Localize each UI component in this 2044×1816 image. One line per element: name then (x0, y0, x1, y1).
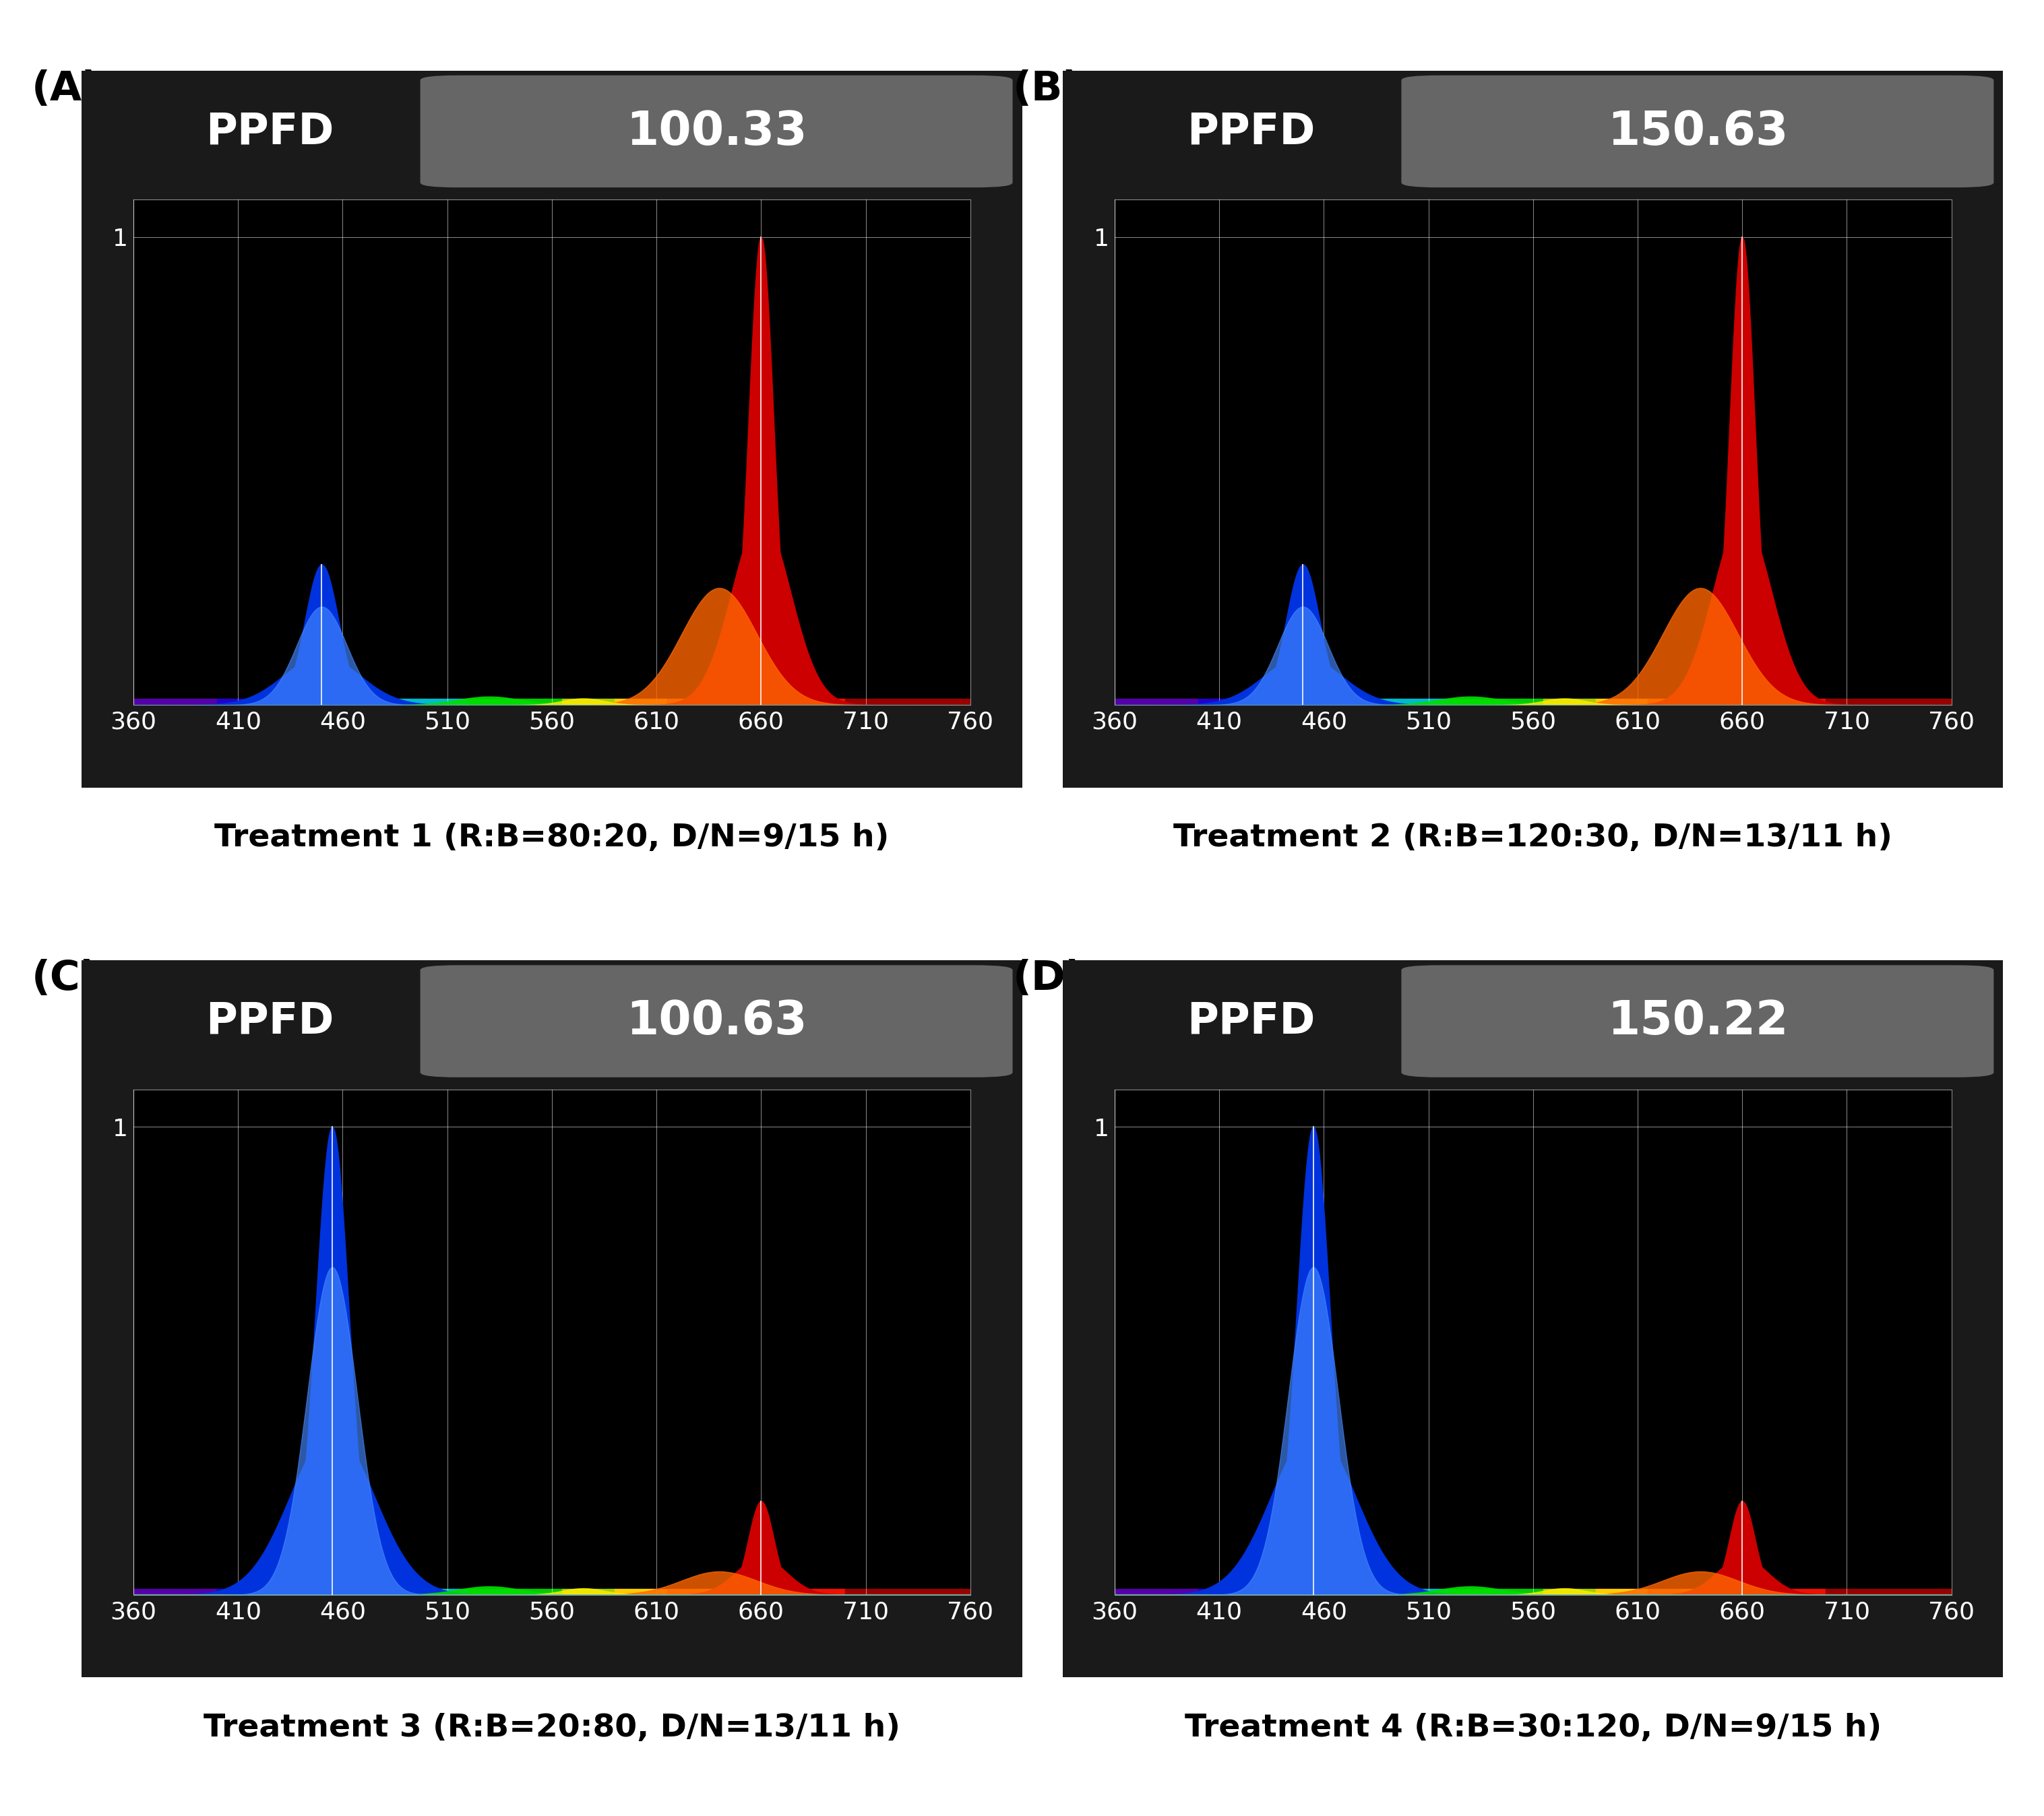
Text: (B): (B) (1014, 69, 1081, 109)
Text: (A): (A) (33, 69, 100, 109)
Text: Treatment 2 (R:B=120:30, D/N=13/11 h): Treatment 2 (R:B=120:30, D/N=13/11 h) (1173, 823, 1893, 854)
Text: Treatment 3 (R:B=20:80, D/N=13/11 h): Treatment 3 (R:B=20:80, D/N=13/11 h) (204, 1712, 899, 1743)
Text: PPFD: PPFD (1188, 1001, 1314, 1042)
Text: Treatment 4 (R:B=30:120, D/N=9/15 h): Treatment 4 (R:B=30:120, D/N=9/15 h) (1186, 1712, 1880, 1743)
FancyBboxPatch shape (1049, 60, 2017, 799)
Text: PPFD: PPFD (206, 1001, 333, 1042)
FancyBboxPatch shape (421, 74, 1012, 187)
FancyBboxPatch shape (1049, 950, 2017, 1689)
FancyBboxPatch shape (67, 60, 1036, 799)
FancyBboxPatch shape (67, 950, 1036, 1689)
FancyBboxPatch shape (1402, 964, 1993, 1077)
Text: 100.33: 100.33 (625, 109, 807, 154)
FancyBboxPatch shape (1402, 74, 1993, 187)
Text: (D): (D) (1014, 959, 1085, 999)
Text: PPFD: PPFD (206, 111, 333, 153)
Text: Treatment 1 (R:B=80:20, D/N=9/15 h): Treatment 1 (R:B=80:20, D/N=9/15 h) (215, 823, 889, 854)
Text: PPFD: PPFD (1188, 111, 1314, 153)
Text: 150.22: 150.22 (1607, 999, 1788, 1044)
Text: 150.63: 150.63 (1607, 109, 1788, 154)
FancyBboxPatch shape (421, 964, 1012, 1077)
Text: (C): (C) (33, 959, 100, 999)
Text: 100.63: 100.63 (625, 999, 807, 1044)
